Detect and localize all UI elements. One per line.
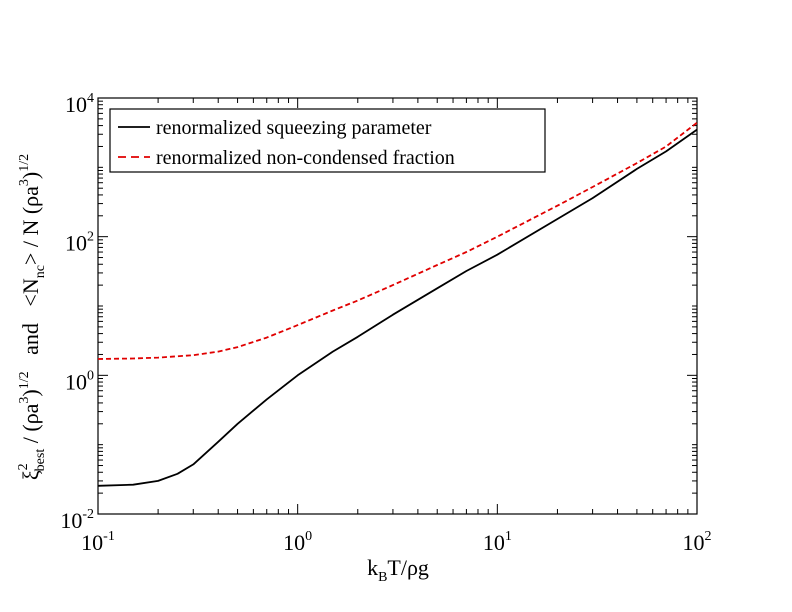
legend: renormalized squeezing parameter renorma…: [109, 108, 546, 173]
legend-box: [109, 108, 546, 173]
x-tick-label: 102: [683, 529, 712, 555]
y-tick-labels: 10-2 100 102 104: [60, 91, 94, 533]
major-ticks: [97, 97, 698, 515]
x-tick-label: 10-1: [81, 529, 115, 555]
x-tick-labels: 10-1 100 101 102: [81, 529, 711, 555]
x-tick-label: 100: [283, 529, 312, 555]
plot-area: [97, 97, 698, 515]
y-tick-label: 102: [65, 230, 94, 256]
legend-label-noncondensed: renormalized non-condensed fraction: [156, 147, 455, 169]
y-tick-label: 104: [65, 91, 94, 117]
y-tick-label: 10-2: [60, 507, 94, 533]
legend-label-squeezing: renormalized squeezing parameter: [156, 117, 432, 139]
series-line-noncondensed: [97, 121, 698, 360]
x-axis-title: kBT/ρg: [367, 555, 429, 585]
x-tick-label: 101: [483, 529, 512, 555]
series-line-squeezing: [97, 128, 698, 487]
y-axis-title: ξ2 best / (ρa3)1/2 and <Nnc> / N (ρa3)1/2: [16, 154, 48, 480]
series-group: [97, 121, 698, 487]
y-tick-label: 100: [65, 368, 94, 394]
